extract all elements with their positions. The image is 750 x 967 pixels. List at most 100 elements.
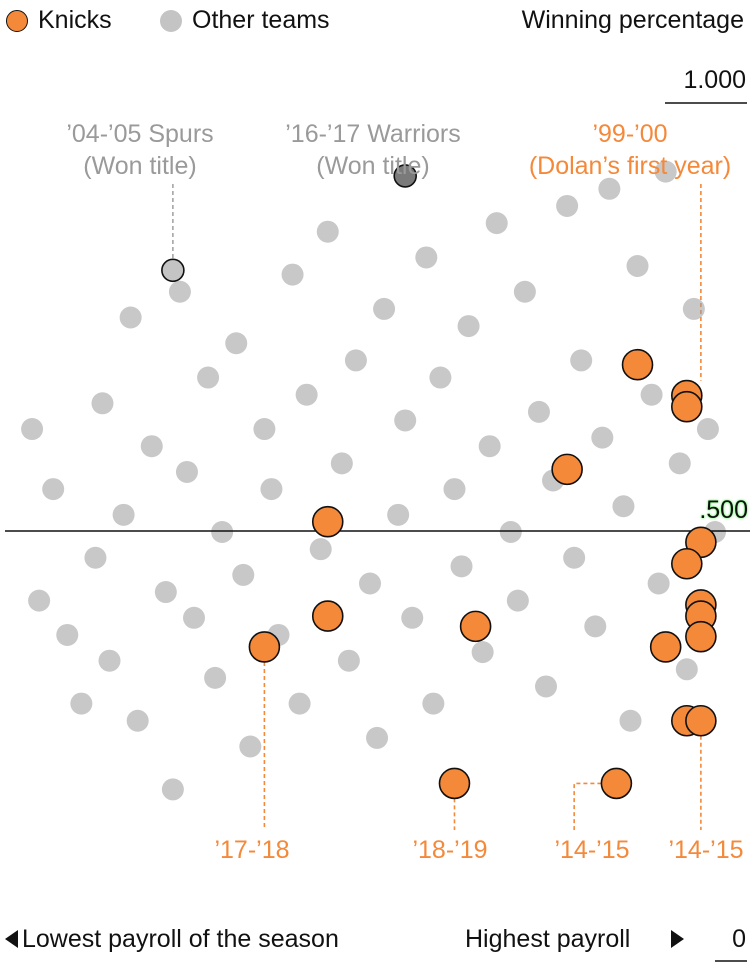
other-team-dot xyxy=(513,280,536,303)
other-team-dot xyxy=(359,572,381,595)
annotation-warriors-line-1: (Won title) xyxy=(316,152,429,180)
other-team-dot xyxy=(556,194,579,217)
other-team-dot xyxy=(98,649,121,672)
annotation-warriors-line-0: ’16-’17 Warriors xyxy=(285,120,461,148)
y-tick-top: 1.000 xyxy=(683,66,746,94)
knicks-dot xyxy=(551,453,583,486)
other-team-dot xyxy=(612,495,635,518)
other-team-dot xyxy=(21,418,44,441)
other-team-dot xyxy=(260,478,283,501)
other-team-dot xyxy=(344,349,367,372)
other-team-dot xyxy=(112,503,135,526)
other-team-dot xyxy=(640,383,663,406)
other-team-dot xyxy=(499,521,522,543)
other-team-dot xyxy=(28,589,51,612)
knicks-legend-swatch xyxy=(6,10,28,32)
other-team-dot xyxy=(281,263,304,286)
other-team-dot xyxy=(330,452,353,475)
x-axis-right-label: Highest payroll xyxy=(465,925,631,953)
other-teams-legend-label: Other teams xyxy=(192,6,330,34)
annotation-dolan-line-1: (Dolan’s first year) xyxy=(529,152,731,180)
other-team-dot xyxy=(140,435,163,458)
other-team-dot xyxy=(119,306,142,329)
other-team-dot xyxy=(373,297,396,320)
annotation-k1415b-line-0: ’14-’15 xyxy=(668,836,743,864)
y-tick-middle: .500 xyxy=(699,496,748,524)
other-team-dot xyxy=(387,503,410,526)
other-team-dot xyxy=(225,332,248,355)
right-arrow-icon xyxy=(671,930,684,948)
annotation-k1718-line-0: ’17-’18 xyxy=(214,836,289,864)
other-team-dot xyxy=(675,658,698,681)
other-team-dot xyxy=(394,409,417,432)
other-team-dot xyxy=(415,246,438,269)
knicks-dots xyxy=(248,348,717,800)
other-team-dot xyxy=(154,581,177,604)
annotation-dolan-line-0: ’99-’00 xyxy=(592,120,667,148)
other-team-dot xyxy=(506,589,529,612)
other-team-dot xyxy=(696,418,719,441)
other-team-dot xyxy=(84,546,107,569)
annotation-k1819-line-0: ’18-’19 xyxy=(412,836,487,864)
knicks-dot xyxy=(685,620,717,653)
other-team-dot xyxy=(175,460,198,483)
warriors-1617-dot xyxy=(393,164,418,188)
other-team-dot xyxy=(471,641,494,664)
other-team-dot xyxy=(457,315,480,338)
other-team-dot xyxy=(619,709,642,732)
other-team-dot xyxy=(168,280,191,303)
other-team-dot xyxy=(239,735,262,758)
knicks-dot xyxy=(621,348,654,381)
knicks-dot xyxy=(600,767,633,800)
knicks-dot xyxy=(311,505,344,538)
knicks-dot xyxy=(438,767,471,800)
other-team-dot xyxy=(204,666,227,689)
knicks-dot xyxy=(459,610,492,643)
other-team-dot xyxy=(56,623,79,646)
other-team-dot xyxy=(126,709,149,732)
other-team-dot xyxy=(570,349,593,372)
highlighted-dots xyxy=(161,164,418,283)
knicks-dot xyxy=(685,704,717,737)
other-team-dot xyxy=(626,255,649,278)
other-team-dot xyxy=(598,177,621,200)
other-team-dot xyxy=(42,478,65,501)
other-team-dot xyxy=(197,366,220,389)
other-teams-legend-swatch xyxy=(160,10,182,32)
knicks-dot xyxy=(248,631,281,663)
other-team-dot xyxy=(70,692,93,715)
other-team-dot xyxy=(316,220,339,243)
knicks-dot xyxy=(649,631,682,663)
knicks-dot xyxy=(311,600,344,632)
knicks-dot xyxy=(670,390,703,423)
other-team-dot xyxy=(527,400,550,423)
other-team-dot xyxy=(485,212,508,235)
other-team-dot xyxy=(309,538,332,561)
other-team-dot xyxy=(337,649,360,672)
annotation-labels: ’04-’05 Spurs (Won title) ’16-’17 Warriors… xyxy=(66,120,743,864)
x-axis-left-label: Lowest payroll of the season xyxy=(22,925,339,953)
other-team-dot xyxy=(478,435,501,458)
other-team-dot xyxy=(429,366,452,389)
other-team-dot xyxy=(591,426,614,449)
spurs-0405-dot xyxy=(161,258,185,283)
other-team-dot xyxy=(647,572,670,595)
other-team-dot xyxy=(288,692,311,715)
y-axis-label: Winning percentage xyxy=(521,6,744,34)
other-team-dot xyxy=(211,521,234,543)
other-team-dot xyxy=(563,546,586,569)
y-tick-bottom: 0 xyxy=(732,925,746,953)
other-team-dot xyxy=(232,563,255,586)
other-team-dot xyxy=(295,383,318,406)
other-team-dot xyxy=(183,606,205,629)
other-team-dot xyxy=(253,418,276,441)
other-team-dot xyxy=(401,606,424,629)
left-arrow-icon xyxy=(5,930,18,948)
knicks-dot xyxy=(670,547,703,580)
k1415a-leader xyxy=(573,782,602,830)
other-teams-dots xyxy=(21,160,726,801)
other-team-dot xyxy=(682,297,705,320)
other-team-dot xyxy=(366,726,389,749)
other-team-dot xyxy=(450,555,473,578)
